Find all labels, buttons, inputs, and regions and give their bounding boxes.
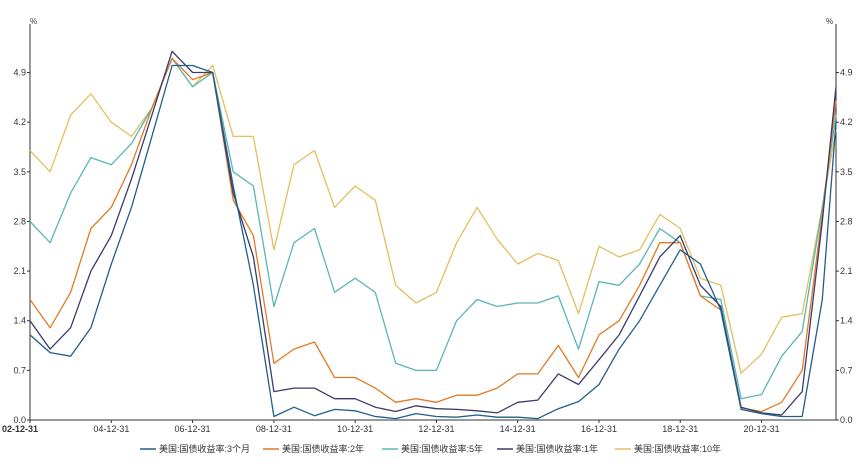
x-tick-label: 18-12-31: [662, 424, 698, 434]
series-line-4: [29, 57, 837, 374]
x-tick-label: 14-12-31: [500, 424, 536, 434]
x-tick-label: 02-12-31: [2, 424, 38, 434]
y-axis-left: % 0.0 0.7 1.4 2.1 2.8 3.5 4.2 4.9: [13, 17, 37, 425]
y-axis-unit-right: %: [826, 17, 833, 26]
x-tick-label: 06-12-31: [175, 424, 211, 434]
legend-label: 美国:国债收益率:10年: [634, 443, 721, 454]
y-axis-right: % 0.0 0.7 1.4 2.1 2.8 3.5 4.2 4.9: [826, 17, 853, 425]
y-tick-label: 0.0: [840, 415, 853, 425]
y-tick-label: 4.2: [840, 117, 853, 127]
y-tick-label: 0.7: [840, 365, 853, 375]
y-tick-label: 1.4: [13, 316, 26, 326]
x-tick-label: 04-12-31: [93, 424, 129, 434]
x-tick-label: 12-12-31: [418, 424, 454, 434]
y-tick-label: 2.8: [840, 216, 853, 226]
x-axis: 02-12-31 04-12-31 06-12-31 08-12-31 10-12-31…: [2, 420, 780, 434]
plot-area: [29, 24, 837, 421]
x-tick-label: 20-12-31: [744, 424, 780, 434]
series-lines: [29, 50, 837, 420]
legend: 美国:国债收益率:3个月 美国:国债收益率:2年 美国:国债收益率:5年 美国:国债收…: [140, 443, 721, 454]
series-line-1: [29, 57, 837, 413]
y-tick-label: 2.1: [13, 266, 26, 276]
y-tick-label: 3.5: [840, 167, 853, 177]
y-tick-label: 4.9: [13, 68, 26, 78]
legend-label: 美国:国债收益率:5年: [401, 443, 483, 454]
legend-label: 美国:国债收益率:1年: [516, 443, 598, 454]
y-tick-label: 0.0: [13, 415, 26, 425]
y-tick-label: 1.4: [840, 316, 853, 326]
y-tick-label: 2.8: [13, 216, 26, 226]
x-tick-label: 08-12-31: [256, 424, 292, 434]
y-tick-label: 4.2: [13, 117, 26, 127]
y-tick-label: 4.9: [840, 68, 853, 78]
x-tick-label: 10-12-31: [337, 424, 373, 434]
y-tick-label: 0.7: [13, 365, 26, 375]
y-tick-label: 2.1: [840, 266, 853, 276]
legend-label: 美国:国债收益率:3个月: [159, 443, 250, 454]
x-tick-label: 16-12-31: [581, 424, 617, 434]
series-line-0: [29, 64, 837, 420]
legend-label: 美国:国债收益率:2年: [282, 443, 364, 454]
series-line-3: [29, 50, 837, 416]
y-tick-label: 3.5: [13, 167, 26, 177]
y-axis-unit-left: %: [30, 17, 37, 26]
